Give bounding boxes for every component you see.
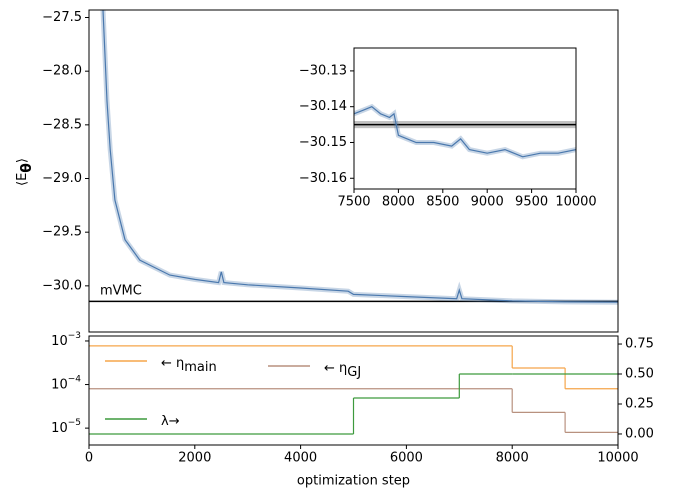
legend-name: ← η	[161, 356, 184, 371]
x-tick-label: 8500	[426, 195, 459, 210]
plot-area	[89, 345, 618, 435]
y-tick-label: −30.15	[299, 135, 347, 150]
label-part: ⟨E	[15, 173, 30, 186]
legend-name: ← η	[324, 361, 347, 376]
line	[102, 10, 618, 303]
y-axis-label: ⟨Eθ⟩	[15, 158, 36, 186]
y2-tick-label: 0.50	[625, 367, 654, 382]
y-tick-label: 10−4	[51, 374, 81, 392]
panel: 10−310−410−50.750.500.250.000 2000 4000 600…	[51, 330, 654, 488]
x-tick-label: 9000	[471, 195, 504, 210]
tick-base: 10	[51, 333, 68, 348]
legend-label: ← ηmain	[161, 356, 217, 375]
x-tick-label: 2000	[178, 451, 211, 466]
label-subscript: θ	[19, 163, 35, 173]
x-tick-label: 7500	[337, 195, 370, 210]
annotation: mVMC	[100, 284, 142, 299]
axes-frame	[353, 47, 577, 190]
y-tick-label: −28.5	[42, 117, 82, 132]
x-tick-label: 10000	[597, 451, 638, 466]
axes-frame	[88, 9, 619, 333]
label-part: ⟩	[15, 158, 30, 163]
legend-label: ← ηGJ	[324, 361, 361, 380]
y-tick-label: −30.14	[299, 99, 347, 114]
y-tick-label: 10−5	[51, 418, 81, 436]
y2-tick-label: 0.75	[625, 337, 654, 352]
x-tick-label: 9500	[515, 195, 548, 210]
panel: −30.13 −30.14 −30.15 −30.16 7500 8000 8500 9000…	[299, 47, 597, 210]
y-tick-label: 10−3	[51, 330, 81, 348]
tick-exponent: −4	[68, 374, 82, 384]
legend-subscript: main	[184, 360, 216, 375]
y-tick-label: −30.16	[299, 171, 347, 186]
legend-name: λ→	[161, 414, 180, 429]
y-tick-label: −27.5	[42, 10, 82, 25]
x-tick-label: 4000	[284, 451, 317, 466]
axes-frame	[88, 335, 619, 446]
tick-base: 10	[51, 421, 68, 436]
plot-area	[89, 10, 618, 305]
plot-area	[354, 103, 576, 160]
tick-exponent: −5	[68, 418, 81, 428]
line	[354, 106, 576, 158]
y2-tick-label: 0.25	[625, 396, 654, 411]
tick-base: 10	[51, 377, 68, 392]
x-tick-label: 6000	[390, 451, 423, 466]
tick-exponent: −3	[68, 330, 81, 340]
y-tick-label: −29.5	[42, 225, 82, 240]
x-tick-label: 10000	[555, 195, 596, 210]
x-tick-label: 0	[85, 451, 93, 466]
legend-subscript: GJ	[347, 365, 361, 380]
x-tick-label: 8000	[382, 195, 415, 210]
y2-tick-label: 0.00	[625, 426, 654, 441]
y-tick-label: −29.0	[42, 171, 82, 186]
y-tick-label: −28.0	[42, 64, 82, 79]
inset-bg	[354, 48, 576, 189]
legend-label: λ→	[161, 414, 180, 429]
x-tick-label: 8000	[496, 451, 529, 466]
x-axis-label: optimization step	[297, 474, 410, 489]
y-tick-label: −30.13	[299, 63, 347, 78]
panel: −27.5 −28.0 −28.5 −29.0 −29.5 −30.0 ⟨Eθ⟩ mVMC	[15, 9, 619, 333]
y-tick-label: −30.0	[42, 278, 82, 293]
